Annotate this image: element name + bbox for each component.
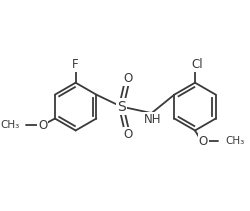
Text: NH: NH xyxy=(144,113,161,126)
Text: S: S xyxy=(117,100,126,114)
Text: CH₃: CH₃ xyxy=(225,136,244,146)
Text: O: O xyxy=(199,135,208,148)
Text: O: O xyxy=(124,72,133,85)
Text: Cl: Cl xyxy=(191,58,202,71)
Text: O: O xyxy=(38,119,48,131)
Text: O: O xyxy=(124,128,133,141)
Text: CH₃: CH₃ xyxy=(0,120,19,130)
Text: F: F xyxy=(72,58,79,71)
